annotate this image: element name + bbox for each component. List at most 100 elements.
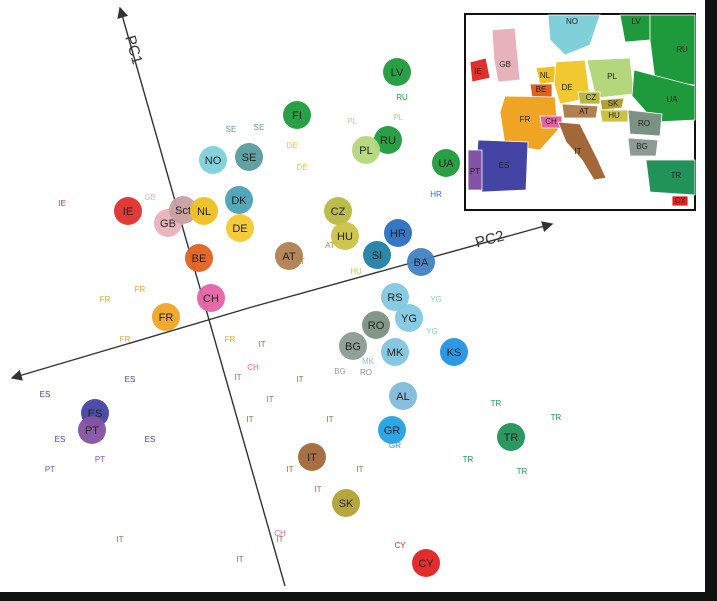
population-label: DK	[231, 195, 247, 207]
sample-label: IT	[314, 485, 321, 494]
population-marker	[197, 284, 225, 312]
map-region-label: CZ	[586, 93, 597, 102]
sample-label: IT	[234, 373, 241, 382]
population-label: NL	[197, 206, 211, 218]
population-label: MK	[387, 347, 404, 359]
map-region	[671, 195, 689, 207]
population-marker	[324, 197, 352, 225]
sample-label: CH	[274, 529, 286, 538]
population-label: GB	[160, 218, 176, 230]
population-marker	[363, 241, 391, 269]
population-marker	[339, 332, 367, 360]
population-marker	[395, 304, 423, 332]
sample-label: FR	[100, 295, 111, 304]
population-marker	[432, 149, 460, 177]
map-region-label: LV	[631, 17, 641, 26]
sample-label: CY	[394, 541, 406, 550]
map-region	[599, 109, 629, 123]
sample-label: MK	[362, 357, 375, 366]
sample-label: IT	[116, 535, 123, 544]
population-marker	[275, 242, 303, 270]
population-marker	[283, 101, 311, 129]
sample-label: IT	[296, 375, 303, 384]
sample-label: TR	[551, 413, 562, 422]
population-marker	[412, 549, 440, 577]
sample-label: TR	[517, 467, 528, 476]
population-label: CY	[418, 558, 434, 570]
sample-label: IT	[266, 395, 273, 404]
map-region-label: UA	[666, 95, 678, 104]
population-marker	[378, 416, 406, 444]
population-label: KS	[447, 347, 462, 359]
population-marker	[497, 423, 525, 451]
population-marker	[190, 197, 218, 225]
population-label: BA	[414, 257, 429, 269]
sample-label: FR	[135, 285, 146, 294]
map-region-label: IT	[574, 147, 581, 156]
population-marker	[225, 186, 253, 214]
pc2-axis-right	[251, 221, 554, 308]
population-label: LV	[391, 67, 404, 79]
map-region-label: RO	[638, 119, 650, 128]
map-region	[499, 95, 559, 151]
pc2-label: PC2	[474, 227, 507, 251]
population-marker	[362, 311, 390, 339]
sample-label: AT	[325, 241, 335, 250]
map-region	[467, 149, 483, 191]
sample-label: ES	[55, 435, 66, 444]
sample-label: GB	[144, 193, 156, 202]
map-region	[649, 14, 696, 86]
sample-label: DE	[296, 163, 307, 172]
population-marker	[383, 58, 411, 86]
map-region-label: PT	[470, 167, 480, 176]
sample-label: GR	[389, 441, 401, 450]
map-region	[631, 69, 696, 123]
map-region-label: HU	[608, 111, 620, 120]
sample-label: DE	[286, 141, 297, 150]
population-marker	[352, 136, 380, 164]
map-region	[547, 14, 601, 56]
map-region-label: RU	[676, 45, 688, 54]
map-region-label: TR	[671, 171, 682, 180]
sample-label: TR	[491, 399, 502, 408]
population-marker	[114, 197, 142, 225]
sample-label: ES	[40, 390, 51, 399]
map-region-label: IE	[474, 67, 482, 76]
sample-label: RU	[396, 93, 408, 102]
population-label: AT	[282, 251, 296, 263]
population-label: TR	[504, 432, 519, 444]
sample-label: IT	[258, 340, 265, 349]
population-label: UA	[438, 158, 454, 170]
population-label: BG	[345, 341, 361, 353]
population-label: RU	[380, 135, 396, 147]
map-region-label: GB	[499, 60, 511, 69]
map-region	[577, 91, 601, 105]
population-marker	[440, 338, 468, 366]
sample-label: HU	[350, 267, 362, 276]
map-region	[469, 57, 491, 83]
sample-label: YG	[430, 295, 442, 304]
population-label: BE	[192, 253, 207, 265]
population-marker	[384, 219, 412, 247]
population-label: AL	[396, 391, 409, 403]
population-label: CZ	[331, 206, 346, 218]
population-label: SI	[372, 250, 382, 262]
sample-label: BG	[334, 367, 346, 376]
map-region-label: NO	[566, 17, 578, 26]
population-marker	[381, 338, 409, 366]
population-label: RS	[387, 292, 402, 304]
map-region	[645, 159, 696, 196]
population-marker	[185, 244, 213, 272]
sample-label: FR	[225, 335, 236, 344]
sample-label: ES	[125, 375, 136, 384]
map-region-label: CH	[545, 117, 557, 126]
map-region-label: PL	[607, 72, 617, 81]
map-region-label: AT	[579, 107, 589, 116]
map-region-label: SK	[608, 99, 619, 108]
population-label: RO	[368, 320, 385, 332]
population-marker	[331, 222, 359, 250]
sample-label: SE	[254, 123, 265, 132]
population-label: PT	[85, 425, 99, 437]
